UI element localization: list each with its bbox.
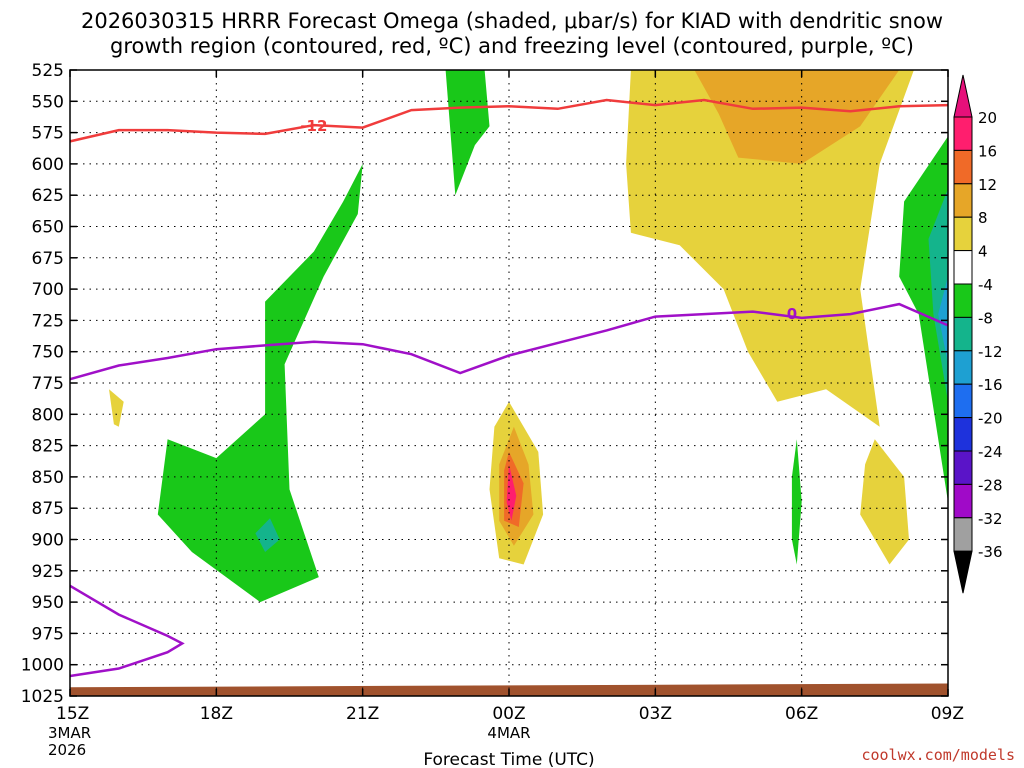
colorbar-segment-4 xyxy=(953,250,973,285)
y-tick-label-850: 850 xyxy=(32,468,64,488)
omega-region-15 xyxy=(791,439,802,565)
omega-region-17 xyxy=(255,518,280,552)
colorbar-segment-10 xyxy=(953,450,973,485)
colorbar-top-arrow xyxy=(953,74,973,118)
colorbar-label-4: 4 xyxy=(978,243,988,261)
y-tick-label-825: 825 xyxy=(32,437,64,457)
colorbar: 20 16 12 8 4 -4 -8 -12 -16 -20 -24 -28 -32 -36 xyxy=(953,74,1003,594)
x-tick-sublabel2-15Z: 2026 xyxy=(48,741,86,759)
colorbar-label-9: -20 xyxy=(978,410,1003,428)
chart-title-line1: 2026030315 HRRR Forecast Omega (shaded, … xyxy=(81,9,943,33)
y-tick-label-875: 875 xyxy=(32,499,64,519)
y-tick-label-700: 700 xyxy=(32,280,64,300)
y-tick-label-600: 600 xyxy=(32,155,64,175)
colorbar-label-7: -12 xyxy=(978,343,1003,361)
snow-growth-contour-line xyxy=(69,98,949,143)
y-tick-label-750: 750 xyxy=(32,343,64,363)
x-tick-label-03Z: 03Z xyxy=(639,704,672,724)
colorbar-segment-8 xyxy=(953,383,973,419)
colorbar-label-13: -36 xyxy=(978,543,1003,561)
y-tick-label-650: 650 xyxy=(32,218,64,238)
x-tick-label-15Z: 15Z xyxy=(56,704,89,724)
colorbar-label-6: -8 xyxy=(978,309,993,327)
contour-lines: -12 0 xyxy=(69,98,949,678)
x-tick-label-00Z: 00Z xyxy=(492,704,525,724)
colorbar-label-0: 20 xyxy=(978,109,997,127)
y-tick-label-525: 525 xyxy=(32,61,64,81)
x-tick-label-09Z: 09Z xyxy=(931,704,964,724)
x-axis-label: Forecast Time (UTC) xyxy=(423,750,594,768)
omega-region-18 xyxy=(928,188,948,402)
colorbar-segment-12 xyxy=(953,517,973,552)
colorbar-label-2: 12 xyxy=(978,176,997,194)
colorbar-segment-3 xyxy=(953,216,973,252)
colorbar-label-3: 8 xyxy=(978,209,988,227)
y-tick-label-800: 800 xyxy=(32,405,64,425)
y-tick-label-1025: 1025 xyxy=(21,687,64,707)
chart-title-line2: growth region (contoured, red, ºC) and f… xyxy=(110,34,914,58)
x-tick-sublabel-15Z: 3MAR xyxy=(48,724,91,742)
y-tick-label-1000: 1000 xyxy=(21,656,64,676)
colorbar-segment-2 xyxy=(953,183,973,218)
colorbar-segment-5 xyxy=(953,283,973,318)
colorbar-label-10: -24 xyxy=(978,443,1003,461)
omega-region-9 xyxy=(694,70,900,164)
axes: 525 550 575 600 625 650 675 700 725 750 775 800 825 8… xyxy=(21,61,964,759)
omega-region-7 xyxy=(109,389,124,427)
y-tick-label-550: 550 xyxy=(32,92,64,112)
freezing-level-lower-contour-line xyxy=(69,584,185,678)
x-tick-label-21Z: 21Z xyxy=(346,704,379,724)
y-tick-label-925: 925 xyxy=(32,562,64,582)
omega-region-0 xyxy=(94,70,158,477)
omega-shading xyxy=(70,70,948,696)
colorbar-label-12: -32 xyxy=(978,510,1003,528)
freezing-level-contour-label: 0 xyxy=(787,305,797,323)
y-tick-label-625: 625 xyxy=(32,186,64,206)
omega-region-6 xyxy=(860,439,909,565)
colorbar-segment-9 xyxy=(953,417,973,452)
x-tick-sublabel-00Z: 4MAR xyxy=(487,724,530,742)
omega-region-1 xyxy=(231,70,344,152)
colorbar-segment-6 xyxy=(953,316,973,352)
colorbar-label-8: -16 xyxy=(978,376,1003,394)
colorbar-label-5: -4 xyxy=(978,276,993,294)
gridlines xyxy=(70,70,948,696)
colorbar-segment-0 xyxy=(953,116,973,151)
omega-region-14 xyxy=(157,163,363,603)
colorbar-bottom-arrow xyxy=(953,550,973,594)
colorbar-segment-1 xyxy=(953,149,973,185)
colorbar-segment-11 xyxy=(953,483,973,519)
y-tick-label-950: 950 xyxy=(32,593,64,613)
x-tick-label-06Z: 06Z xyxy=(785,704,818,724)
omega-region-5 xyxy=(626,70,914,427)
omega-region-4 xyxy=(596,537,680,615)
y-tick-label-675: 675 xyxy=(32,249,64,269)
x-tick-label-18Z: 18Z xyxy=(200,704,233,724)
y-tick-label-575: 575 xyxy=(32,124,64,144)
credit-label: coolwx.com/models xyxy=(861,746,1015,764)
freezing-level-contour-line xyxy=(69,302,949,381)
y-tick-label-900: 900 xyxy=(32,531,64,551)
y-tick-label-775: 775 xyxy=(32,374,64,394)
omega-region-2 xyxy=(382,226,441,421)
snow-growth-contour-label: -12 xyxy=(300,117,327,135)
colorbar-label-11: -28 xyxy=(978,476,1003,494)
y-tick-label-975: 975 xyxy=(32,624,64,644)
y-tick-label-725: 725 xyxy=(32,311,64,331)
colorbar-segment-7 xyxy=(953,350,973,385)
colorbar-label-1: 16 xyxy=(978,142,997,160)
